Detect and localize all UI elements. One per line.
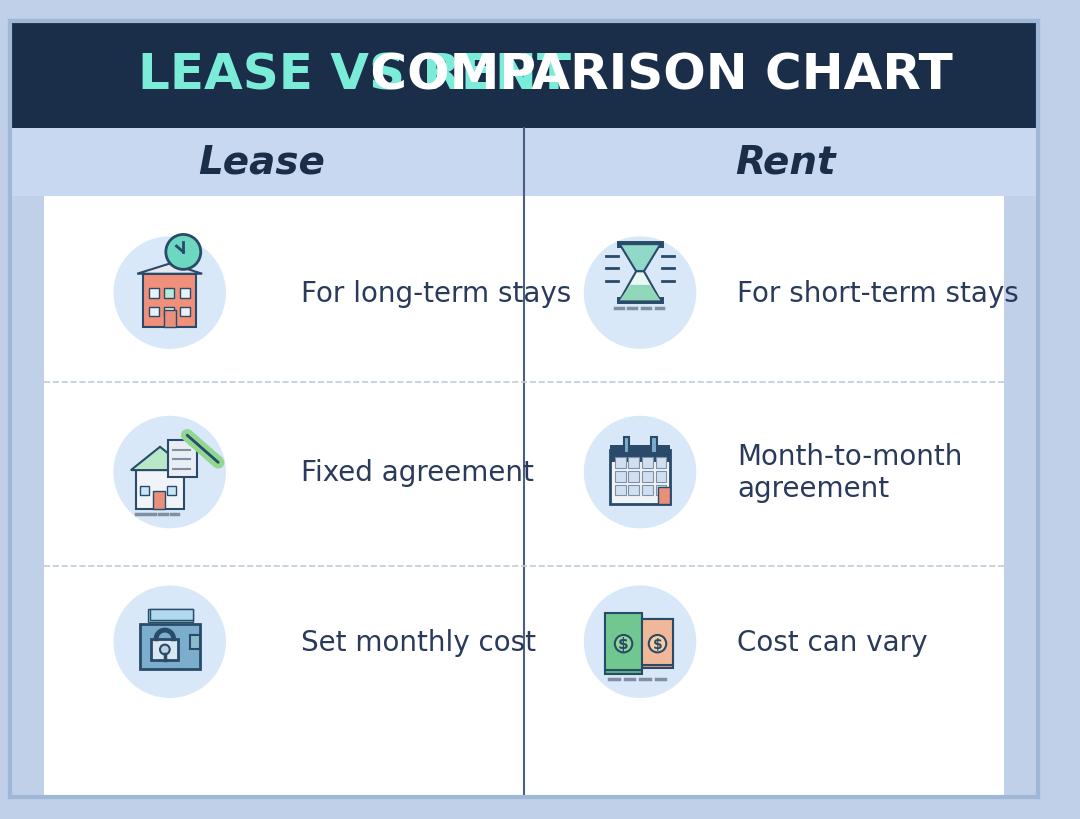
Bar	[164, 288, 174, 298]
Circle shape	[615, 636, 632, 653]
Bar	[615, 472, 625, 482]
Polygon shape	[620, 286, 660, 301]
Circle shape	[649, 636, 666, 653]
Bar	[651, 437, 657, 453]
Bar	[143, 274, 197, 328]
Bar	[642, 485, 652, 495]
Bar	[149, 288, 159, 298]
Text: For long-term stays: For long-term stays	[300, 279, 571, 307]
Bar	[167, 441, 197, 477]
Text: Cost can vary: Cost can vary	[737, 628, 928, 656]
Circle shape	[584, 416, 697, 528]
Bar	[10, 22, 1038, 129]
Polygon shape	[620, 272, 660, 301]
Bar	[139, 625, 200, 669]
Polygon shape	[131, 447, 189, 471]
Bar	[177, 255, 185, 268]
Bar	[642, 619, 673, 665]
Circle shape	[113, 586, 226, 698]
Bar	[629, 458, 639, 468]
Circle shape	[113, 237, 226, 350]
Bar	[180, 288, 190, 298]
Bar	[10, 197, 1038, 797]
Bar	[153, 492, 165, 509]
Bar	[656, 458, 666, 468]
Bar	[642, 458, 652, 468]
Text: LEASE VS RENT: LEASE VS RENT	[138, 52, 571, 99]
Bar	[615, 458, 625, 468]
Bar	[148, 609, 193, 622]
Text: COMPARISON CHART: COMPARISON CHART	[353, 52, 953, 99]
Bar	[1003, 197, 1038, 797]
Circle shape	[113, 416, 226, 528]
Bar	[629, 485, 639, 495]
Text: Fixed agreement: Fixed agreement	[300, 459, 534, 486]
Bar	[623, 437, 630, 453]
Bar	[180, 307, 190, 317]
Bar	[150, 609, 193, 621]
Text: Set monthly cost: Set monthly cost	[300, 628, 536, 656]
Text: For short-term stays: For short-term stays	[737, 279, 1018, 307]
Bar	[136, 471, 185, 509]
Circle shape	[584, 586, 697, 698]
Bar	[190, 636, 200, 649]
Circle shape	[166, 235, 201, 270]
Circle shape	[584, 237, 697, 350]
Bar	[10, 197, 43, 797]
Bar	[164, 307, 174, 317]
Text: Month-to-month
agreement: Month-to-month agreement	[737, 442, 962, 503]
Polygon shape	[620, 245, 660, 272]
Bar	[615, 485, 625, 495]
Bar	[656, 472, 666, 482]
Text: Rent: Rent	[735, 143, 836, 182]
Text: $: $	[618, 636, 629, 651]
Bar	[610, 446, 670, 463]
Bar	[166, 486, 176, 495]
Bar	[164, 310, 176, 328]
Text: $: $	[652, 637, 662, 651]
Circle shape	[160, 645, 170, 654]
Bar	[642, 620, 673, 668]
Bar	[151, 639, 178, 660]
Bar	[139, 486, 149, 495]
Bar	[610, 450, 670, 505]
Bar	[605, 614, 642, 674]
Bar	[629, 472, 639, 482]
Bar	[149, 307, 159, 317]
Text: Lease: Lease	[199, 143, 325, 182]
Bar	[642, 472, 652, 482]
Polygon shape	[658, 487, 670, 505]
Bar	[10, 129, 1038, 197]
Bar	[605, 613, 642, 671]
Polygon shape	[137, 265, 202, 274]
Bar	[656, 485, 666, 495]
